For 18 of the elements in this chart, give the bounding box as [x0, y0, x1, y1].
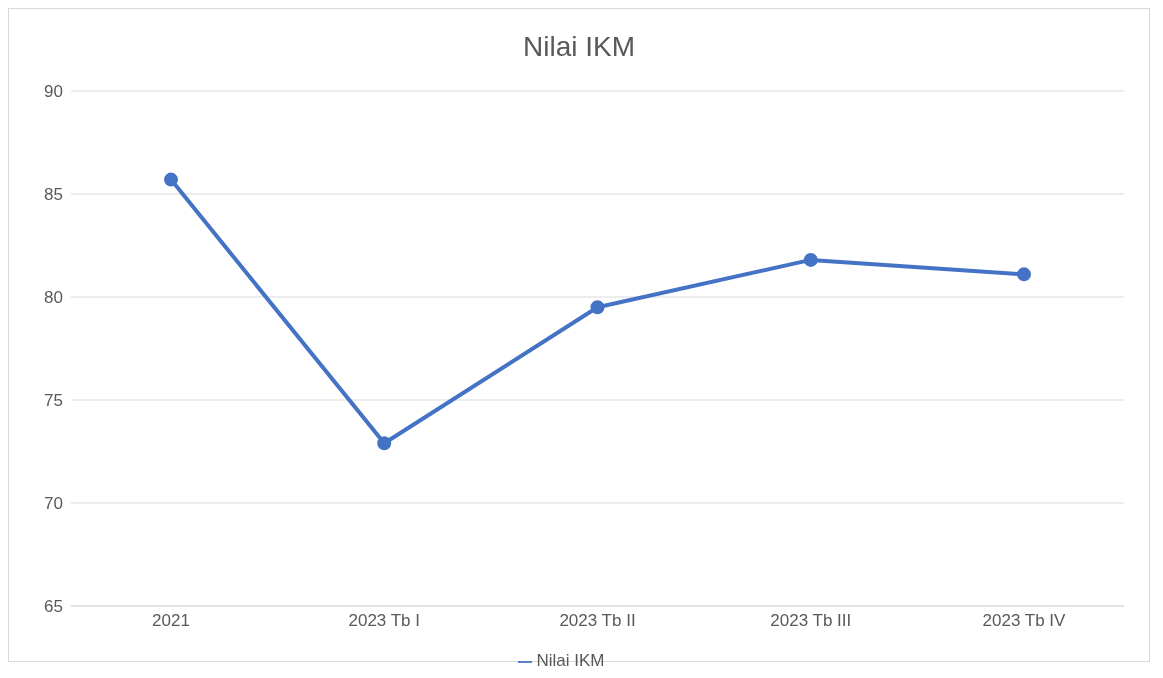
- y-tick-label: 90: [44, 82, 63, 102]
- point: [803, 252, 818, 267]
- point: [1017, 267, 1031, 282]
- y-tick-label: 75: [44, 391, 63, 411]
- y-tick-label: 85: [44, 185, 63, 205]
- x-tick-label: 2021: [152, 611, 190, 631]
- point: [164, 172, 178, 187]
- y-tick-label: 70: [44, 494, 63, 514]
- legend-label: Nilai IKM: [536, 651, 605, 670]
- chart-title: Nilai IKM: [522, 30, 636, 64]
- point: [377, 436, 392, 451]
- y-tick-label: 80: [44, 288, 63, 308]
- x-tick-label: 2023 Tb I: [348, 611, 421, 631]
- point: [590, 300, 605, 315]
- x-tick-label: 2023 Tb II: [559, 611, 636, 631]
- x-tick-label: 2023 Tb IV: [982, 611, 1067, 631]
- y-tick-label: 65: [44, 597, 63, 617]
- x-tick-label: 2023 Tb III: [770, 611, 852, 631]
